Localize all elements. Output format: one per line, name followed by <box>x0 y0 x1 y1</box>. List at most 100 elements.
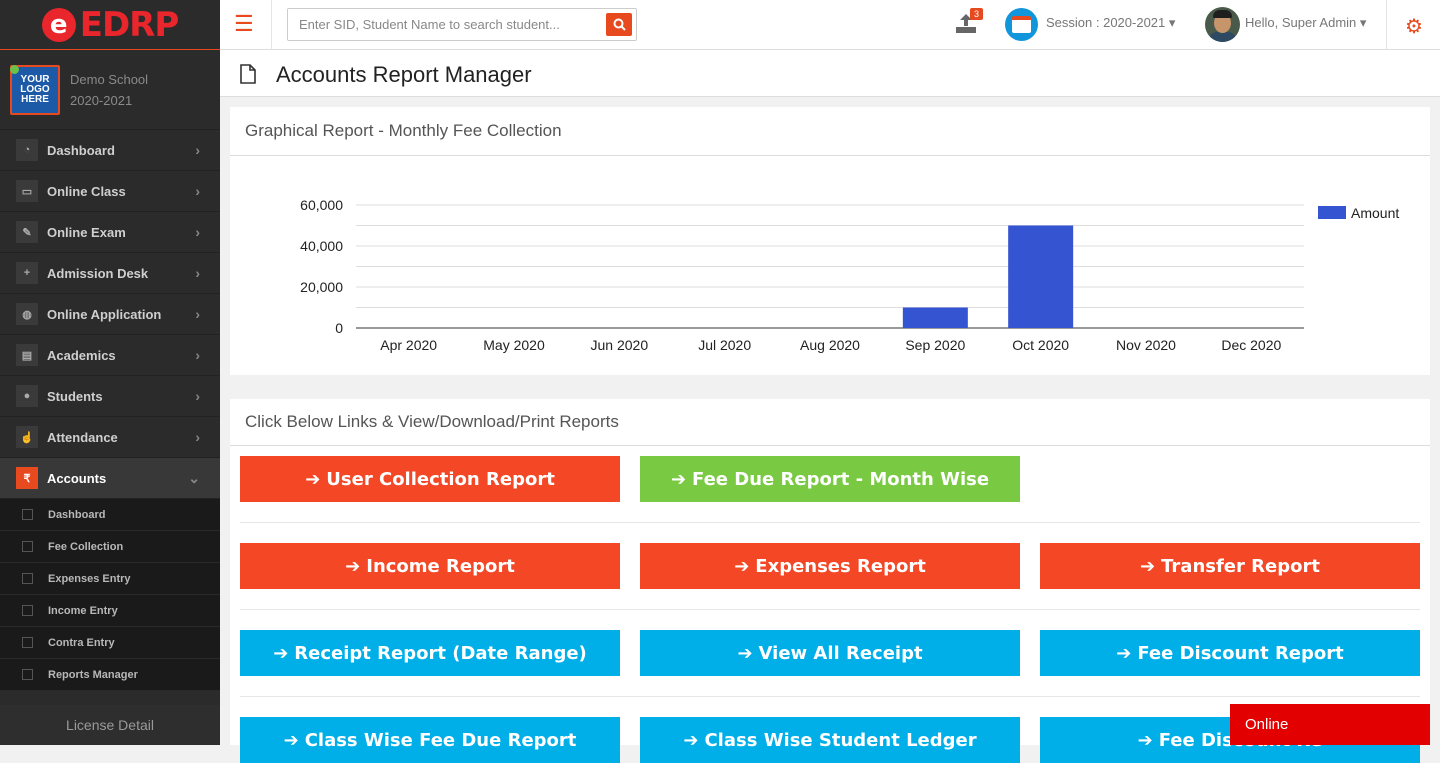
income-report-button[interactable]: ➔ Income Report <box>240 543 620 589</box>
greeting-label: Hello, Super Admin <box>1245 15 1356 30</box>
y-tick-label: 0 <box>335 320 343 336</box>
submenu-item-label: Expenses Entry <box>48 573 131 585</box>
expenses-report-button[interactable]: ➔ Expenses Report <box>640 543 1020 589</box>
submenu-item-fee-collection[interactable]: Fee Collection <box>0 531 220 563</box>
divider <box>271 0 272 50</box>
bar-oct-2020[interactable] <box>1008 226 1073 329</box>
button-label: Receipt Report (Date Range) <box>294 643 586 664</box>
submenu-item-label: Fee Collection <box>48 541 123 553</box>
chevron-right-icon: › <box>195 388 200 404</box>
fee-due-report-month-wise-button[interactable]: ➔ Fee Due Report - Month Wise <box>640 456 1020 502</box>
search-button[interactable] <box>606 13 632 36</box>
license-detail-link[interactable]: License Detail <box>0 705 220 745</box>
session-label: Session : 2020-2021 <box>1046 15 1165 30</box>
sidebar-item-academics[interactable]: ▤ Academics › <box>0 335 220 376</box>
chevron-right-icon: › <box>195 306 200 322</box>
x-tick-label: Sep 2020 <box>905 337 965 353</box>
arrow-right-icon: ➔ <box>345 556 360 577</box>
brand-logo[interactable]: e EDRP <box>0 0 220 50</box>
transfer-report-button[interactable]: ➔ Transfer Report <box>1040 543 1420 589</box>
sidebar-nav: ◔ Dashboard › ▭ Online Class › ✎ Online Exam › + A… <box>0 130 220 691</box>
x-tick-label: May 2020 <box>483 337 545 353</box>
button-label: Fee Discount Report <box>1137 643 1343 664</box>
sidebar-item-online-application[interactable]: ◍ Online Application › <box>0 294 220 335</box>
sidebar-item-label: Academics <box>47 348 116 363</box>
button-label: Transfer Report <box>1161 556 1320 577</box>
row-divider <box>240 522 1420 523</box>
sidebar-item-dashboard[interactable]: ◔ Dashboard › <box>0 130 220 171</box>
chart-panel-title: Graphical Report - Monthly Fee Collectio… <box>230 107 1430 156</box>
search-icon <box>613 18 626 31</box>
sidebar-item-label: Accounts <box>47 471 106 486</box>
submenu-item-contra-entry[interactable]: Contra Entry <box>0 627 220 659</box>
chevron-down-icon: ⌄ <box>188 470 200 487</box>
sidebar-item-label: Dashboard <box>47 143 115 158</box>
sidebar-item-admission-desk[interactable]: + Admission Desk › <box>0 253 220 294</box>
arrow-right-icon: ➔ <box>305 469 320 490</box>
receipt-report-date-range-button[interactable]: ➔ Receipt Report (Date Range) <box>240 630 620 676</box>
online-status-button[interactable]: Online <box>1230 704 1430 745</box>
sidebar-item-accounts[interactable]: ₹ Accounts ⌄ <box>0 458 220 499</box>
button-label: Fee Due Report - Month Wise <box>692 469 989 490</box>
submenu-item-dashboard[interactable]: Dashboard <box>0 499 220 531</box>
button-label: Expenses Report <box>755 556 926 577</box>
row-divider <box>240 609 1420 610</box>
gear-icon[interactable]: ⚙ <box>1405 14 1423 39</box>
search-input[interactable] <box>288 9 588 40</box>
submenu-item-reports-manager[interactable]: Reports Manager <box>0 659 220 691</box>
school-session: 2020-2021 <box>70 90 148 111</box>
y-tick-label: 60,000 <box>300 197 343 213</box>
school-logo-text: YOUR LOGO HERE <box>12 75 58 105</box>
file-icon <box>240 64 256 84</box>
arrow-right-icon: ➔ <box>671 469 686 490</box>
sidebar-item-attendance[interactable]: ☝ Attendance › <box>0 417 220 458</box>
session-dropdown[interactable]: Session : 2020-2021 ▾ <box>1046 15 1175 31</box>
online-dot-icon <box>10 65 19 74</box>
legend-label: Amount <box>1351 205 1399 221</box>
bullet-icon <box>22 669 33 680</box>
bullet-icon <box>22 509 33 520</box>
chevron-right-icon: › <box>195 142 200 158</box>
avatar[interactable] <box>1205 7 1240 42</box>
bullet-icon <box>22 573 33 584</box>
submenu-item-income-entry[interactable]: Income Entry <box>0 595 220 627</box>
chart-panel: Graphical Report - Monthly Fee Collectio… <box>230 107 1430 375</box>
chevron-right-icon: › <box>195 183 200 199</box>
sidebar: e EDRP YOUR LOGO HERE Demo School 2020-2… <box>0 0 220 745</box>
user-collection-report-button[interactable]: ➔ User Collection Report <box>240 456 620 502</box>
chart-svg: 0 20,000 40,000 60,000 Apr 2020 May 2020 Jun 2… <box>240 167 1420 367</box>
page-header: Accounts Report Manager <box>220 50 1440 97</box>
sidebar-item-online-class[interactable]: ▭ Online Class › <box>0 171 220 212</box>
fee-discount-report-button[interactable]: ➔ Fee Discount Report <box>1040 630 1420 676</box>
student-search <box>287 8 637 41</box>
bullet-icon <box>22 541 33 552</box>
arrow-right-icon: ➔ <box>273 643 288 664</box>
fee-collection-chart: 0 20,000 40,000 60,000 Apr 2020 May 2020 Jun 2… <box>240 167 1420 367</box>
edit-icon: ✎ <box>16 221 38 243</box>
submenu-item-label: Contra Entry <box>48 637 115 649</box>
sidebar-item-students[interactable]: ● Students › <box>0 376 220 417</box>
rupee-icon: ₹ <box>16 467 38 489</box>
chevron-right-icon: › <box>195 224 200 240</box>
menu-toggle-icon[interactable]: ☰ <box>234 13 256 35</box>
arrow-right-icon: ➔ <box>1116 643 1131 664</box>
calendar-icon[interactable] <box>1005 8 1038 41</box>
top-bar: ☰ 3 Session : 2020-2021 ▾ Hello, Super A… <box>220 0 1440 50</box>
submenu-item-expenses-entry[interactable]: Expenses Entry <box>0 563 220 595</box>
bullet-icon <box>22 605 33 616</box>
view-all-receipt-button[interactable]: ➔ View All Receipt <box>640 630 1020 676</box>
caret-down-icon: ▾ <box>1360 15 1367 30</box>
legend-swatch <box>1318 206 1346 219</box>
chevron-right-icon: › <box>195 265 200 281</box>
sidebar-item-label: Online Application <box>47 307 161 322</box>
bar-sep-2020[interactable] <box>903 308 968 329</box>
school-name: Demo School <box>70 69 148 90</box>
links-panel-title: Click Below Links & View/Download/Print … <box>230 399 1430 446</box>
sidebar-item-online-exam[interactable]: ✎ Online Exam › <box>0 212 220 253</box>
x-tick-label: Apr 2020 <box>380 337 437 353</box>
arrow-right-icon: ➔ <box>734 556 749 577</box>
user-menu[interactable]: Hello, Super Admin ▾ <box>1245 15 1366 31</box>
x-tick-label: Jul 2020 <box>698 337 751 353</box>
x-tick-label: Jun 2020 <box>591 337 649 353</box>
book-icon: ▤ <box>16 344 38 366</box>
